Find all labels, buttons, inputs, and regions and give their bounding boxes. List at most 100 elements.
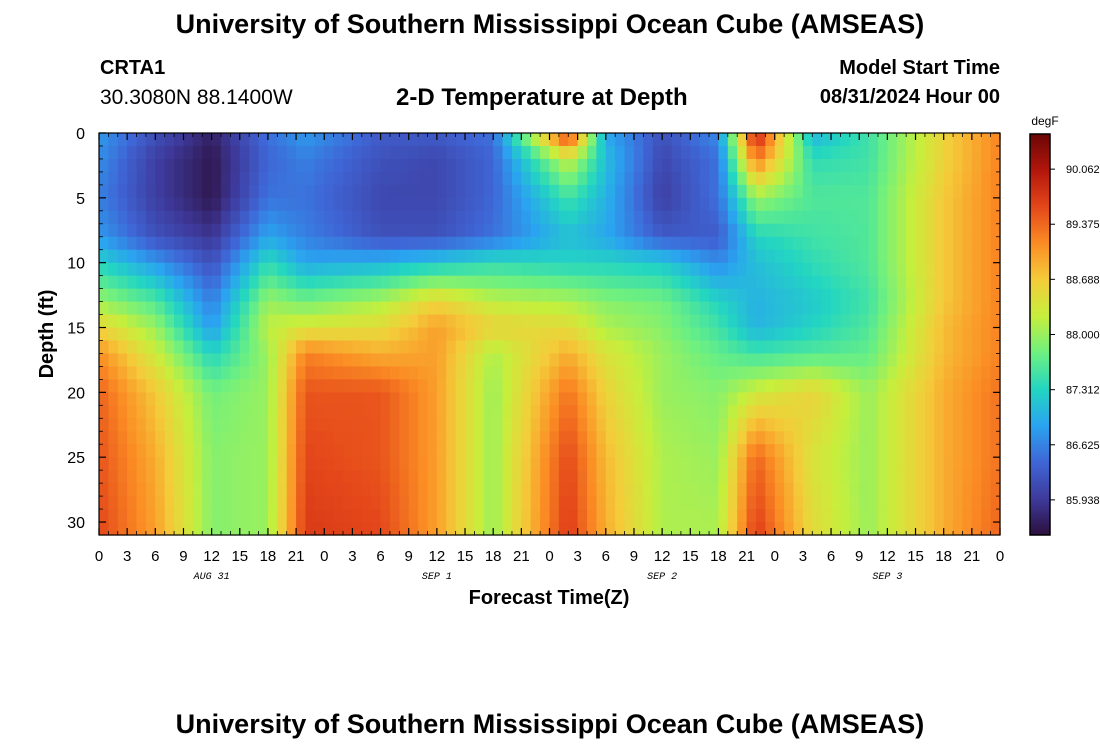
heatmap-cell <box>352 275 363 290</box>
x-tick-label: 12 <box>879 548 896 565</box>
heatmap-cell <box>793 392 804 406</box>
heatmap-cell <box>324 249 335 264</box>
heatmap-cell <box>643 483 654 497</box>
heatmap-cell <box>540 405 551 419</box>
date-label: SEP 1 <box>422 572 452 583</box>
heatmap-cell <box>662 340 673 355</box>
heatmap-cell <box>615 444 626 458</box>
heatmap-cell <box>267 327 278 342</box>
heatmap-cell <box>324 288 335 303</box>
heatmap-cell <box>380 418 391 432</box>
heatmap-cell <box>671 275 682 290</box>
heatmap-cell <box>577 133 588 147</box>
colorbar <box>1029 133 1051 536</box>
heatmap-cell <box>343 353 354 368</box>
heatmap-cell <box>418 379 429 393</box>
heatmap-cell <box>136 509 147 523</box>
heatmap-cell <box>906 496 917 510</box>
heatmap-cell <box>633 133 644 147</box>
heatmap-cell <box>380 210 391 225</box>
heatmap-cell <box>596 522 607 536</box>
heatmap-cell <box>718 133 729 147</box>
heatmap-cell <box>174 236 185 251</box>
heatmap-cell <box>202 210 213 225</box>
heatmap-cell <box>230 249 241 264</box>
heatmap-cell <box>305 158 316 173</box>
heatmap-cell <box>549 133 560 147</box>
x-tick-label: 9 <box>630 548 638 565</box>
heatmap-cell <box>408 340 419 355</box>
heatmap-cell <box>859 197 870 212</box>
heatmap-cell <box>812 210 823 225</box>
heatmap-cell <box>652 444 663 458</box>
heatmap-cell <box>127 197 138 212</box>
heatmap-cell <box>117 353 128 368</box>
heatmap-cell <box>333 457 344 471</box>
heatmap-cell <box>699 418 710 432</box>
heatmap-cell <box>511 457 522 471</box>
heatmap-cell <box>690 379 701 393</box>
heatmap-cell <box>577 210 588 225</box>
heatmap-cell <box>418 444 429 458</box>
heatmap-cell <box>136 314 147 329</box>
heatmap-cell <box>183 431 194 445</box>
heatmap-cell <box>849 210 860 225</box>
heatmap-cell <box>164 301 175 316</box>
heatmap-cell <box>174 327 185 342</box>
heatmap-cell <box>680 418 691 432</box>
heatmap-cell <box>671 431 682 445</box>
heatmap-cell <box>802 392 813 406</box>
heatmap-cell <box>408 236 419 251</box>
heatmap-cell <box>709 522 720 536</box>
heatmap-cell <box>408 418 419 432</box>
heatmap-cell <box>699 223 710 238</box>
heatmap-cell <box>953 496 964 510</box>
heatmap-cell <box>99 418 109 432</box>
heatmap-cell <box>296 496 307 510</box>
heatmap-cell <box>680 522 691 536</box>
heatmap-cell <box>418 457 429 471</box>
heatmap-cell <box>465 379 476 393</box>
heatmap-cell <box>361 223 372 238</box>
heatmap-cell <box>605 379 616 393</box>
heatmap-cell <box>568 275 579 290</box>
heatmap-cell <box>521 262 532 277</box>
heatmap-cell <box>671 249 682 264</box>
heatmap-cell <box>624 444 635 458</box>
heatmap-cell <box>924 379 935 393</box>
heatmap-cell <box>108 262 119 277</box>
heatmap-cell <box>164 457 175 471</box>
heatmap-cell <box>962 184 973 199</box>
heatmap-cell <box>221 236 231 251</box>
heatmap-cell <box>755 223 766 238</box>
heatmap-cell <box>117 483 128 497</box>
heatmap-cell <box>633 379 644 393</box>
heatmap-cell <box>887 379 898 393</box>
heatmap-cell <box>267 483 278 497</box>
heatmap-cell <box>408 353 419 368</box>
heatmap-cell <box>343 457 354 471</box>
heatmap-cell <box>117 275 128 290</box>
heatmap-cell <box>924 470 935 484</box>
heatmap-cell <box>896 522 907 536</box>
heatmap-cell <box>549 340 560 355</box>
heatmap-cell <box>324 262 335 277</box>
heatmap-cell <box>737 210 748 225</box>
heatmap-cell <box>671 418 682 432</box>
heatmap-cell <box>408 171 419 186</box>
heatmap-cell <box>108 314 119 329</box>
heatmap-cell <box>521 340 532 355</box>
heatmap-cell <box>399 275 410 290</box>
heatmap-cell <box>690 210 701 225</box>
heatmap-cell <box>221 327 231 342</box>
heatmap-cell <box>718 158 729 173</box>
heatmap-cell <box>474 301 485 316</box>
heatmap-cell <box>483 379 494 393</box>
heatmap-cell <box>821 223 832 238</box>
heatmap-cell <box>343 288 354 303</box>
heatmap-cell <box>286 133 297 147</box>
heatmap-cell <box>249 145 260 160</box>
heatmap-cell <box>934 223 945 238</box>
heatmap-cell <box>136 379 147 393</box>
heatmap-cell <box>868 223 879 238</box>
